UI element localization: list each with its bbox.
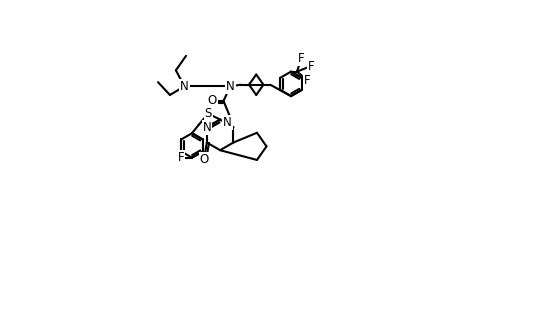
Text: F: F <box>178 151 184 164</box>
Text: F: F <box>308 60 314 73</box>
Text: N: N <box>226 80 235 93</box>
Text: O: O <box>208 95 217 107</box>
Text: S: S <box>204 107 212 120</box>
Text: N: N <box>180 80 189 93</box>
Text: F: F <box>298 52 305 66</box>
Text: N: N <box>202 121 211 134</box>
Text: O: O <box>199 153 209 166</box>
Text: F: F <box>304 75 311 87</box>
Text: N: N <box>223 116 232 129</box>
